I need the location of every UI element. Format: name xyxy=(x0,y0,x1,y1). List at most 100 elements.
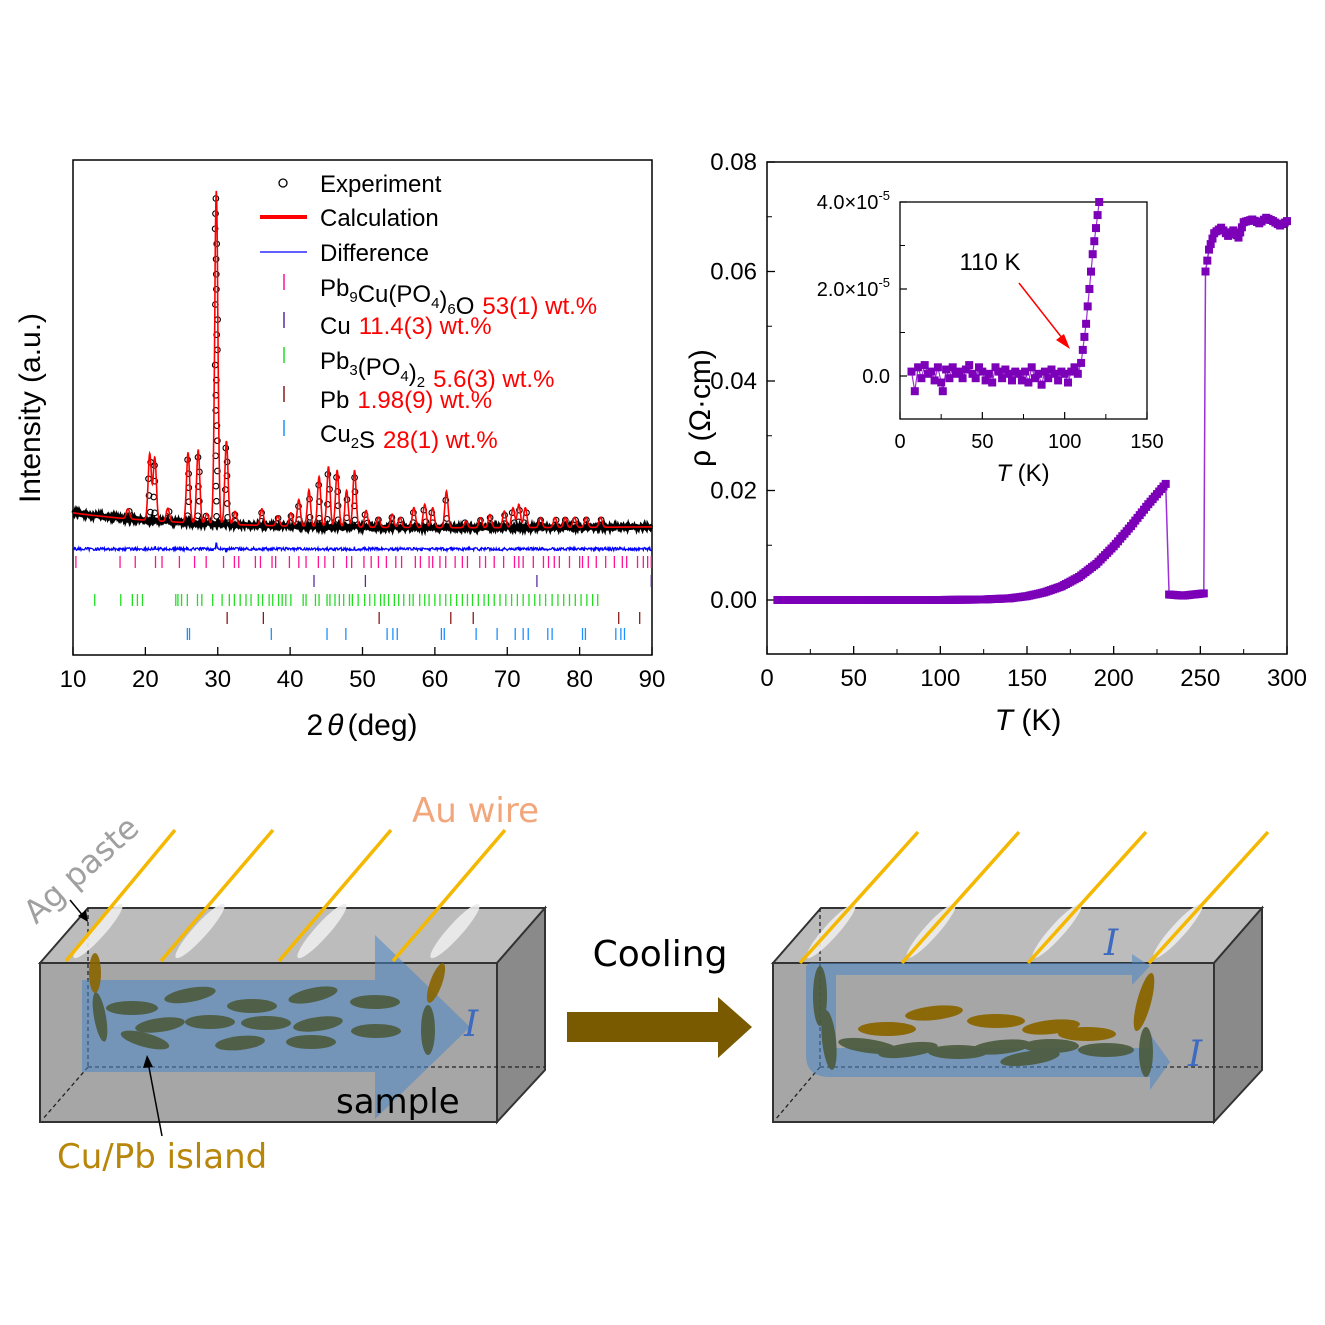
ag-paste-contacts xyxy=(73,903,480,959)
rho-point xyxy=(1203,256,1212,265)
inset-point xyxy=(907,367,916,376)
island xyxy=(351,1024,401,1038)
island xyxy=(1078,1043,1134,1057)
island xyxy=(89,953,101,993)
island xyxy=(164,986,216,1004)
au-wires xyxy=(798,830,1270,965)
rho-x-axis-label: T (K) xyxy=(995,704,1062,737)
au-wire-label: Au wire xyxy=(412,791,539,831)
island xyxy=(1133,972,1155,1032)
x-tick-label: 300 xyxy=(1267,665,1307,692)
experiment-point xyxy=(195,497,203,505)
x-tick-label: 90 xyxy=(639,666,666,693)
xrd-y-axis-label: Intensity (a.u.) xyxy=(14,313,47,503)
inset-point xyxy=(971,374,980,383)
inset-point xyxy=(1024,378,1033,387)
rho-point xyxy=(1208,234,1217,243)
island xyxy=(106,1001,158,1015)
inset-annotation-110k: 110 K xyxy=(960,249,1021,276)
island xyxy=(1023,1039,1079,1053)
inset-point xyxy=(978,367,987,376)
inset-annotation-arrow xyxy=(1018,282,1067,344)
x-tick-label: 10 xyxy=(60,666,87,693)
xrd-difference-curve xyxy=(72,542,653,554)
sample-before-cooling: Ag paste Au wire sample I Cu/Pb island xyxy=(16,791,548,1177)
rho-point xyxy=(1283,217,1291,226)
inset-point xyxy=(1090,237,1099,246)
island xyxy=(241,1016,291,1030)
current-label: I xyxy=(463,1004,479,1045)
x-tick-label: 100 xyxy=(920,665,960,692)
island xyxy=(1058,1027,1116,1041)
island xyxy=(971,1039,1031,1055)
island xyxy=(185,1015,235,1029)
inset-point xyxy=(968,369,977,378)
ag-paste-blob xyxy=(175,903,225,959)
xrd-x-axis-label: 2 θ (deg) xyxy=(306,709,417,742)
island xyxy=(120,1030,170,1050)
experiment-point xyxy=(214,437,221,445)
inset-point xyxy=(1037,380,1046,389)
experiment-point xyxy=(194,512,202,520)
inset-point xyxy=(927,367,936,376)
inset-point xyxy=(1021,367,1030,376)
legend-label: Pb 1.98(9) wt.% xyxy=(320,387,492,414)
inset-point xyxy=(930,376,939,385)
experiment-point xyxy=(213,513,220,520)
x-tick-label: 50 xyxy=(349,666,376,693)
mechanism-diagram: Ag paste Au wire sample I Cu/Pb island C… xyxy=(16,791,1270,1177)
rho-point xyxy=(1201,267,1210,276)
x-tick-label: 20 xyxy=(132,666,159,693)
inset-point xyxy=(933,363,942,372)
ag-paste-arrowhead-icon xyxy=(78,910,88,922)
rho-data-points xyxy=(773,213,1291,604)
sample-label: sample xyxy=(336,1082,460,1122)
island-pointer xyxy=(147,1061,163,1137)
au-wire xyxy=(1147,830,1270,965)
legend-label: Cu2S 28(1) wt.% xyxy=(320,421,498,454)
cu-pb-islands-gold xyxy=(89,953,446,1003)
inset-point xyxy=(1017,376,1026,385)
experiment-point xyxy=(306,513,314,521)
sample-after-cooling: I I xyxy=(770,830,1270,1125)
inset-point xyxy=(1087,267,1095,276)
y-tick-label: 0.04 xyxy=(710,368,757,395)
inset-point xyxy=(1014,369,1023,378)
inset-point xyxy=(955,367,964,376)
y-tick-label: 0.02 xyxy=(710,478,757,505)
inset-point xyxy=(984,369,993,378)
rho-point xyxy=(1234,233,1243,242)
legend-label: Pb3(PO4)2 5.6(3) wt.% xyxy=(320,348,554,393)
inset-point xyxy=(1085,285,1094,293)
x-tick-label: 80 xyxy=(566,666,593,693)
inset-y-tick-label: 0.0 xyxy=(862,366,890,388)
experiment-point xyxy=(212,482,220,490)
experiment-point xyxy=(422,518,430,526)
inset-point xyxy=(1008,376,1016,385)
inset-point xyxy=(1034,369,1043,378)
inset-point xyxy=(991,363,1000,372)
island xyxy=(135,1017,185,1033)
experiment-point xyxy=(487,521,495,528)
legend-label: Cu 11.4(3) wt.% xyxy=(320,313,492,340)
inset-point xyxy=(1067,367,1076,376)
island xyxy=(350,995,400,1009)
y-tick-label: 0.06 xyxy=(710,259,757,286)
legend-experiment-icon xyxy=(278,178,288,188)
experiment-point xyxy=(146,508,154,516)
inset-point xyxy=(1040,367,1049,376)
island-label: Cu/Pb island xyxy=(57,1137,267,1177)
au-wire xyxy=(159,828,275,963)
inset-y-tick-label: 4.0×10-5 xyxy=(817,188,890,214)
inset-point xyxy=(958,374,967,383)
legend-label: Calculation xyxy=(320,205,439,232)
experiment-point xyxy=(194,483,202,490)
inset-point xyxy=(917,374,926,383)
island xyxy=(92,992,108,1042)
rho-point xyxy=(1206,240,1215,249)
inset-axis-ticks: 0 50 100 150 0.0 2.0×10-5 4.0×10-5 xyxy=(817,188,1164,453)
inset-point xyxy=(942,365,951,374)
inset-point xyxy=(994,367,1003,376)
inset-point xyxy=(965,361,974,370)
cooling-label: Cooling xyxy=(593,934,728,975)
